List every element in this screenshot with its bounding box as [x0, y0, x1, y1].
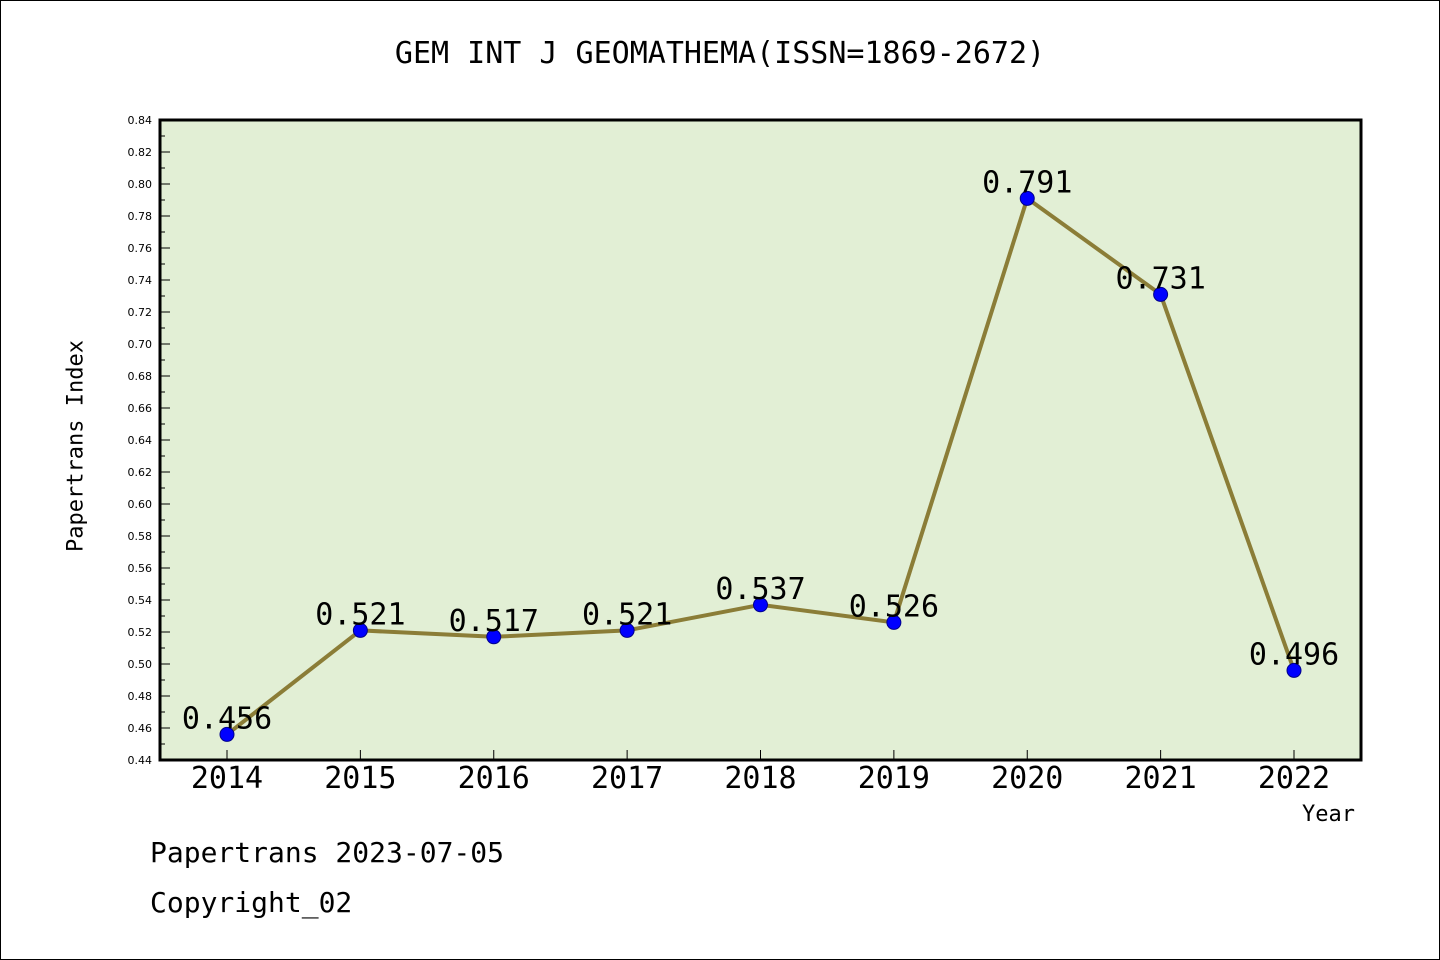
plot-area	[158, 118, 1363, 762]
series-points	[219, 190, 1302, 742]
x-tick-label: 2014	[191, 761, 263, 796]
data-point	[886, 614, 902, 630]
data-point	[753, 597, 768, 613]
y-tick-label: 0.80	[128, 178, 153, 191]
y-tick-label: 0.76	[128, 242, 153, 255]
y-tick-label: 0.70	[128, 338, 153, 351]
y-tick-label: 0.44	[128, 754, 153, 767]
footer-date: Papertrans 2023-07-05	[150, 836, 505, 869]
y-tick-label: 0.78	[128, 210, 153, 223]
chart-title: GEM INT J GEOMATHEMA(ISSN=1869-2672)	[394, 36, 1046, 71]
y-tick-label: 0.68	[128, 370, 153, 383]
data-point	[619, 622, 635, 638]
data-label: 0.521	[315, 597, 405, 632]
data-labels: 0.456 0.521 0.517 0.521 0.537 0.526 0.791 0.731…	[182, 165, 1339, 736]
data-point	[486, 629, 502, 645]
x-axis-label: Year	[1302, 802, 1355, 827]
x-tick-label: 2017	[591, 761, 663, 796]
y-tick-label: 0.82	[128, 146, 153, 159]
data-label: 0.521	[582, 597, 672, 632]
y-tick-label: 0.48	[128, 690, 153, 703]
x-tick-label: 2018	[724, 761, 796, 796]
y-tick-label: 0.52	[128, 626, 153, 639]
data-point	[352, 622, 368, 638]
y-tick-label: 0.60	[128, 498, 153, 511]
data-label: 0.496	[1249, 637, 1339, 672]
y-tick-label: 0.54	[128, 594, 153, 607]
data-point	[1019, 190, 1035, 206]
y-tick-label: 0.84	[128, 114, 153, 127]
x-tick-label: 2021	[1125, 761, 1197, 796]
data-point	[1286, 662, 1302, 678]
y-axis-label: Papertrans Index	[63, 340, 89, 552]
data-label: 0.731	[1115, 261, 1205, 296]
data-label: 0.791	[982, 165, 1072, 200]
y-tick-label: 0.72	[128, 306, 153, 319]
data-label: 0.526	[849, 589, 939, 624]
y-tick-label: 0.62	[128, 466, 153, 479]
x-tick-label: 2019	[858, 761, 930, 796]
x-axis: 2014 2015 2016 2017 2018 2019 2020 2021 2022	[191, 750, 1330, 796]
data-label: 0.517	[449, 604, 539, 639]
x-tick-label: 2016	[458, 761, 530, 796]
y-tick-label: 0.66	[128, 402, 153, 415]
data-label: 0.456	[182, 701, 272, 736]
x-tick-label: 2022	[1258, 761, 1330, 796]
data-label: 0.537	[715, 572, 805, 607]
y-tick-label: 0.56	[128, 562, 153, 575]
data-point	[219, 726, 235, 742]
footer-copyright: Copyright_02	[150, 886, 353, 919]
x-tick-label: 2020	[991, 761, 1063, 796]
data-point	[1153, 286, 1169, 302]
y-tick-label: 0.50	[128, 658, 153, 671]
y-tick-label: 0.46	[128, 722, 153, 735]
y-tick-label: 0.58	[128, 530, 153, 543]
x-tick-label: 2015	[324, 761, 396, 796]
y-tick-label: 0.74	[128, 274, 153, 287]
y-tick-label: 0.64	[128, 434, 153, 447]
y-axis: 0.44 0.46 0.48 0.50 0.52 0.54 0.56 0.58 0.60 0.62…	[128, 114, 170, 767]
